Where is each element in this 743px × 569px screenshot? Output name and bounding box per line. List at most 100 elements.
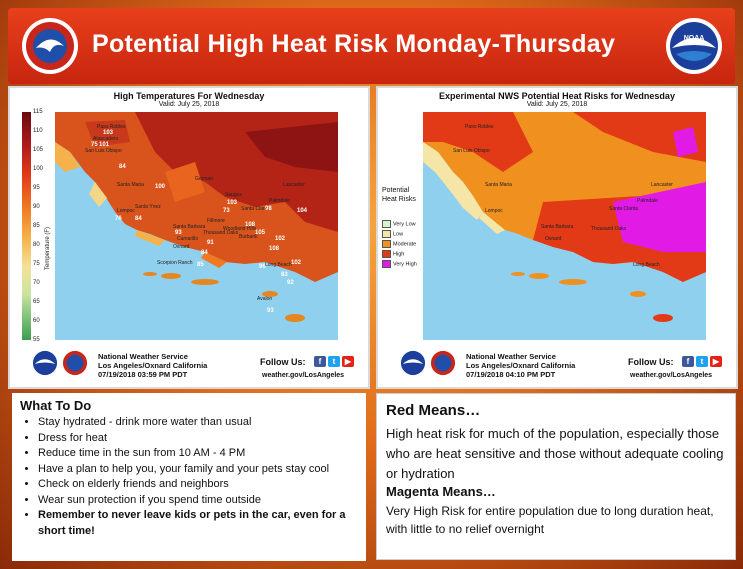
- temperature-value: 84: [135, 216, 142, 222]
- what-to-do-list: Stay hydrated - drink more water than us…: [18, 415, 368, 539]
- right-footer-issued: 07/19/2018 04:10 PM PDT: [466, 370, 556, 379]
- left-follow-us: Follow Us:: [260, 357, 306, 367]
- header-banner: Potential High Heat Risk Monday-Thursday…: [8, 8, 735, 84]
- temperature-value: 84: [201, 250, 208, 256]
- legend-swatch: [382, 240, 391, 248]
- temperature-value: 103: [103, 130, 114, 136]
- colorbar-tick: 105: [33, 147, 44, 153]
- what-to-do-item: Have a plan to help you, your family and…: [38, 462, 368, 478]
- red-means-heading: Red Means…: [386, 402, 481, 419]
- facebook-icon[interactable]: f: [314, 356, 326, 367]
- twitter-icon[interactable]: t: [328, 356, 340, 367]
- legend-swatch: [382, 220, 391, 228]
- city-label: Atascadero: [93, 136, 119, 142]
- temperature-value: 85: [197, 262, 204, 268]
- temperature-value: 102: [275, 236, 286, 242]
- colorbar-tick: 60: [33, 318, 40, 324]
- temperature-value: 83: [281, 272, 288, 278]
- legend-item: Moderate: [382, 240, 416, 248]
- city-label: Saugus: [225, 192, 242, 198]
- temperature-map: Paso Robles Atascadero San Luis Obispo Sant…: [55, 112, 338, 340]
- city-label: Oxnard: [545, 236, 562, 242]
- city-label: Avalon: [257, 296, 273, 302]
- city-label: Lancaster: [651, 182, 673, 188]
- colorbar-tick: 75: [33, 261, 40, 267]
- temperature-value: 92: [287, 280, 294, 286]
- colorbar-label: Temperature (F): [45, 226, 51, 270]
- what-to-do-item: Stay hydrated - drink more water than us…: [38, 415, 368, 431]
- what-to-do-item: Check on elderly friends and neighbors: [38, 477, 368, 493]
- nws-small-seal-icon: [62, 350, 88, 376]
- city-label: Oxnard: [173, 244, 190, 250]
- magenta-means-text: Very High Risk for entire population due…: [386, 504, 714, 536]
- city-label: Lompoc: [117, 208, 135, 214]
- temperature-value: 102: [291, 260, 302, 266]
- risk-meanings-box: Red Means… High heat risk for much of th…: [376, 393, 736, 560]
- youtube-icon[interactable]: ▶: [710, 356, 722, 367]
- temperature-value: 101: [99, 142, 110, 148]
- city-label: Santa Barbara: [173, 224, 206, 230]
- legend-label: High: [393, 251, 405, 258]
- temperature-value: 98: [265, 206, 272, 212]
- red-means-text: High heat risk for much of the populatio…: [386, 426, 724, 481]
- colorbar-tick: 80: [33, 242, 40, 248]
- twitter-icon[interactable]: t: [696, 356, 708, 367]
- colorbar-tick: 110: [33, 128, 43, 134]
- magenta-means-heading: Magenta Means…: [386, 484, 496, 499]
- left-map-title: High Temperatures For Wednesday: [113, 91, 265, 101]
- city-label: Lancaster: [283, 182, 305, 188]
- noaa-logo-icon: NOAA: [666, 18, 722, 74]
- what-to-do-item: Reduce time in the sun from 10 AM - 4 PM: [38, 446, 368, 462]
- city-label: Paso Robles: [97, 124, 126, 130]
- noaa-small-logo-icon: [32, 350, 58, 376]
- what-to-do-title: What To Do: [20, 398, 92, 413]
- city-label: San Luis Obispo: [85, 148, 122, 154]
- city-label: Long Beach: [633, 262, 660, 268]
- colorbar-tick: 100: [33, 166, 44, 172]
- right-map-title: Experimental NWS Potential Heat Risks fo…: [439, 91, 675, 101]
- temperature-value: 100: [155, 184, 166, 190]
- temperature-value: 76: [115, 216, 122, 222]
- city-label: Palmdale: [637, 198, 658, 204]
- temperature-value: 108: [269, 246, 280, 252]
- right-footer-org: National Weather Service: [466, 352, 556, 361]
- what-to-do-item: Dress for heat: [38, 431, 368, 447]
- colorbar-tick: 55: [33, 337, 40, 343]
- legend-label: Moderate: [393, 241, 417, 248]
- temperature-value: 93: [175, 230, 182, 236]
- temperature-value: 105: [255, 230, 266, 236]
- colorbar-tick: 90: [33, 204, 40, 210]
- right-footer-site[interactable]: weather.gov/LosAngeles: [630, 372, 713, 379]
- nws-seal-icon: [22, 18, 78, 74]
- city-label: Thousand Oaks: [591, 226, 627, 232]
- colorbar-tick: 115: [33, 109, 43, 115]
- legend-label: Low: [393, 231, 404, 238]
- temperature-colorbar: [22, 112, 31, 340]
- temperature-value: 91: [207, 240, 214, 246]
- left-footer-issued: 07/19/2018 03:59 PM PDT: [98, 370, 188, 379]
- left-footer-site[interactable]: weather.gov/LosAngeles: [262, 372, 345, 379]
- city-label: Long Beach: [265, 262, 292, 268]
- page-title: Potential High Heat Risk Monday-Thursday: [92, 30, 616, 58]
- temperature-value: 104: [297, 208, 308, 214]
- temperature-value: 96: [259, 264, 266, 270]
- city-label: Fillmore: [207, 218, 225, 224]
- legend-label: Very High: [393, 261, 417, 268]
- legend-label: Very Low: [393, 221, 416, 228]
- legend-swatch: [382, 260, 391, 268]
- left-footer-office: Los Angeles/Oxnard California: [98, 361, 208, 370]
- city-label: Santa Clarita: [241, 206, 270, 212]
- facebook-icon[interactable]: f: [682, 356, 694, 367]
- youtube-icon[interactable]: ▶: [342, 356, 354, 367]
- city-label: Camarillo: [177, 236, 199, 242]
- temperature-value: 103: [227, 200, 238, 206]
- temperature-value: 73: [223, 208, 230, 214]
- city-label: Paso Robles: [465, 124, 494, 130]
- legend-item: Very Low: [382, 220, 416, 228]
- legend-item: High: [382, 250, 404, 258]
- city-label: Palmdale: [269, 198, 290, 204]
- city-label: Santa Ynez: [135, 204, 161, 210]
- right-footer-office: Los Angeles/Oxnard California: [466, 361, 576, 370]
- colorbar-tick: 85: [33, 223, 40, 229]
- city-label: Santa Barbara: [541, 224, 574, 230]
